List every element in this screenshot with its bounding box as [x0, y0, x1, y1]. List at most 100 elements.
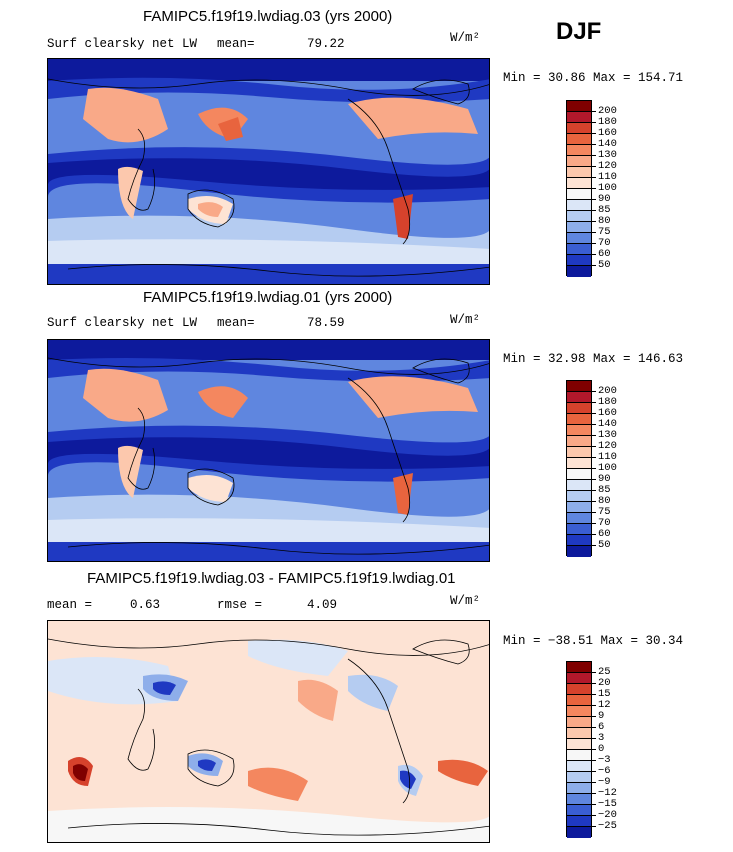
colorbar-tick-mark [592, 122, 596, 123]
colorbar-tick-label: 180 [598, 396, 617, 408]
colorbar-cell [567, 156, 591, 167]
panel-2-mean-value: 78.59 [307, 316, 345, 330]
colorbar-tick-label: 60 [598, 248, 611, 260]
colorbar-cell [567, 502, 591, 513]
colorbar-tick-mark [592, 221, 596, 222]
colorbar-tick-mark [592, 254, 596, 255]
colorbar-tick-label: −20 [598, 809, 617, 821]
colorbar-tick-mark [592, 265, 596, 266]
colorbar-tick-label: 120 [598, 440, 617, 452]
colorbar-tick-label: −12 [598, 787, 617, 799]
panel-2-colorbar-cells [567, 381, 591, 557]
colorbar-cell [567, 189, 591, 200]
colorbar-tick-label: 90 [598, 193, 611, 205]
colorbar-tick-label: 75 [598, 506, 611, 518]
colorbar-cell [567, 805, 591, 816]
panel-3-mean-label: mean = [47, 598, 93, 612]
colorbar-tick-mark [592, 501, 596, 502]
colorbar-tick-label: 25 [598, 666, 611, 678]
colorbar-cell [567, 673, 591, 684]
colorbar-cell [567, 134, 591, 145]
panel-1-map [47, 58, 490, 285]
colorbar-cell [567, 123, 591, 134]
colorbar-tick-mark [592, 694, 596, 695]
colorbar-tick-label: 90 [598, 473, 611, 485]
panel-2-variable: Surf clearsky net LW [47, 316, 198, 330]
colorbar-cell [567, 695, 591, 706]
colorbar-tick-label: 3 [598, 732, 605, 744]
colorbar-tick-mark [592, 479, 596, 480]
colorbar-tick-label: 15 [598, 688, 611, 700]
colorbar-tick-mark [592, 760, 596, 761]
colorbar-tick-mark [592, 523, 596, 524]
colorbar-cell [567, 706, 591, 717]
colorbar-cell [567, 513, 591, 524]
colorbar-tick-label: 85 [598, 204, 611, 216]
colorbar-tick-mark [592, 144, 596, 145]
colorbar-cell [567, 167, 591, 178]
colorbar-tick-mark [592, 749, 596, 750]
colorbar-tick-mark [592, 133, 596, 134]
panel-1-colorbar-cells [567, 101, 591, 277]
panel-3-contour-field [48, 621, 489, 842]
colorbar-cell [567, 447, 591, 458]
colorbar-tick-label: 180 [598, 116, 617, 128]
colorbar-cell [567, 491, 591, 502]
colorbar-tick-label: 110 [598, 171, 617, 183]
colorbar-tick-mark [592, 738, 596, 739]
colorbar-tick-label: −15 [598, 798, 617, 810]
colorbar-tick-label: 130 [598, 149, 617, 161]
panel-3-units: W/m² [450, 594, 481, 608]
panel-2-map [47, 339, 490, 562]
panel-1-mean-label: mean= [217, 37, 255, 51]
colorbar-cell [567, 728, 591, 739]
panel-1-minmax: Min = 30.86 Max = 154.71 [503, 71, 684, 85]
colorbar-cell [567, 662, 591, 673]
colorbar-tick-mark [592, 457, 596, 458]
panel-1-title: FAMIPC5.f19f19.lwdiag.03 (yrs 2000) [143, 8, 393, 25]
colorbar-tick-mark [592, 232, 596, 233]
panel-3-minmax: Min = −38.51 Max = 30.34 [503, 634, 684, 648]
colorbar-cell [567, 436, 591, 447]
panel-2-contour-field [48, 340, 489, 561]
colorbar-tick-mark [592, 771, 596, 772]
colorbar-cell [567, 480, 591, 491]
panel-2-title: FAMIPC5.f19f19.lwdiag.01 (yrs 2000) [143, 289, 393, 306]
colorbar-cell [567, 772, 591, 783]
colorbar-tick-mark [592, 490, 596, 491]
colorbar-cell [567, 425, 591, 436]
colorbar-tick-label: 12 [598, 699, 611, 711]
colorbar-cell [567, 684, 591, 695]
colorbar-tick-mark [592, 413, 596, 414]
colorbar-cell [567, 222, 591, 233]
colorbar-tick-label: 110 [598, 451, 617, 463]
colorbar-cell [567, 112, 591, 123]
colorbar-tick-label: 50 [598, 259, 611, 271]
colorbar-tick-mark [592, 826, 596, 827]
colorbar-tick-label: 120 [598, 160, 617, 172]
colorbar-tick-label: 100 [598, 182, 617, 194]
colorbar-tick-mark [592, 468, 596, 469]
panel-2-units: W/m² [450, 313, 481, 327]
colorbar-tick-mark [592, 804, 596, 805]
colorbar-tick-label: 100 [598, 462, 617, 474]
colorbar-cell [567, 101, 591, 112]
colorbar-tick-mark [592, 683, 596, 684]
panel-3-title: FAMIPC5.f19f19.lwdiag.03 - FAMIPC5.f19f1… [87, 570, 456, 587]
colorbar-tick-label: 60 [598, 528, 611, 540]
panel-1-variable: Surf clearsky net LW [47, 37, 198, 51]
colorbar-tick-mark [592, 155, 596, 156]
colorbar-tick-mark [592, 705, 596, 706]
colorbar-tick-mark [592, 672, 596, 673]
colorbar-tick-mark [592, 402, 596, 403]
panel-3-rmse-value: 4.09 [307, 598, 338, 612]
colorbar-tick-label: 70 [598, 517, 611, 529]
colorbar-cell [567, 816, 591, 827]
colorbar-cell [567, 827, 591, 838]
colorbar-tick-mark [592, 188, 596, 189]
colorbar-cell [567, 244, 591, 255]
season-label: DJF [556, 18, 602, 45]
colorbar-cell [567, 739, 591, 750]
panel-3-colorbar-cells [567, 662, 591, 838]
colorbar-tick-label: 140 [598, 138, 617, 150]
